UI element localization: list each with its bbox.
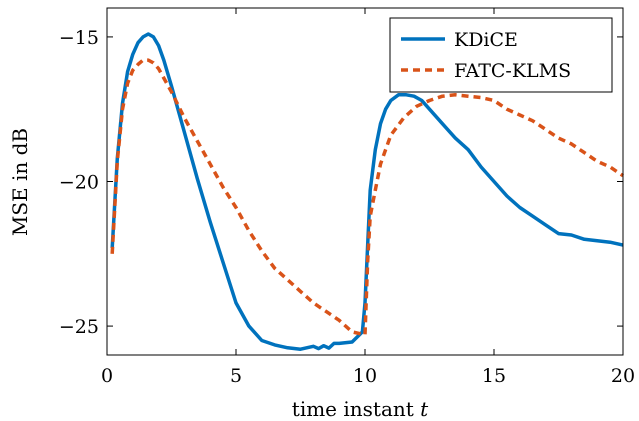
x-tick-label: 10 (353, 365, 377, 387)
x-tick-label: 15 (482, 365, 506, 387)
legend-label-fatc-klms: FATC-KLMS (454, 60, 571, 82)
y-axis-label: MSE in dB (8, 128, 32, 236)
x-tick-label: 0 (101, 365, 113, 387)
series-line-fatc-klms (110, 58, 624, 337)
legend-label-kdice: KDiCE (454, 29, 518, 51)
legend: KDiCE FATC-KLMS (389, 17, 613, 93)
y-tick-label: −15 (59, 27, 99, 49)
x-tick-label: 20 (611, 365, 635, 387)
axis-ticks: 0 5 10 15 20 −25 −20 −15 (59, 8, 635, 387)
y-tick-label: −25 (59, 316, 99, 338)
x-axis-label: time instant t (292, 397, 429, 421)
legend-box (389, 17, 613, 93)
y-tick-label: −20 (59, 172, 99, 194)
series-line-kdice (110, 32, 624, 351)
x-tick-label: 5 (230, 365, 242, 387)
plot-lines (110, 32, 624, 351)
